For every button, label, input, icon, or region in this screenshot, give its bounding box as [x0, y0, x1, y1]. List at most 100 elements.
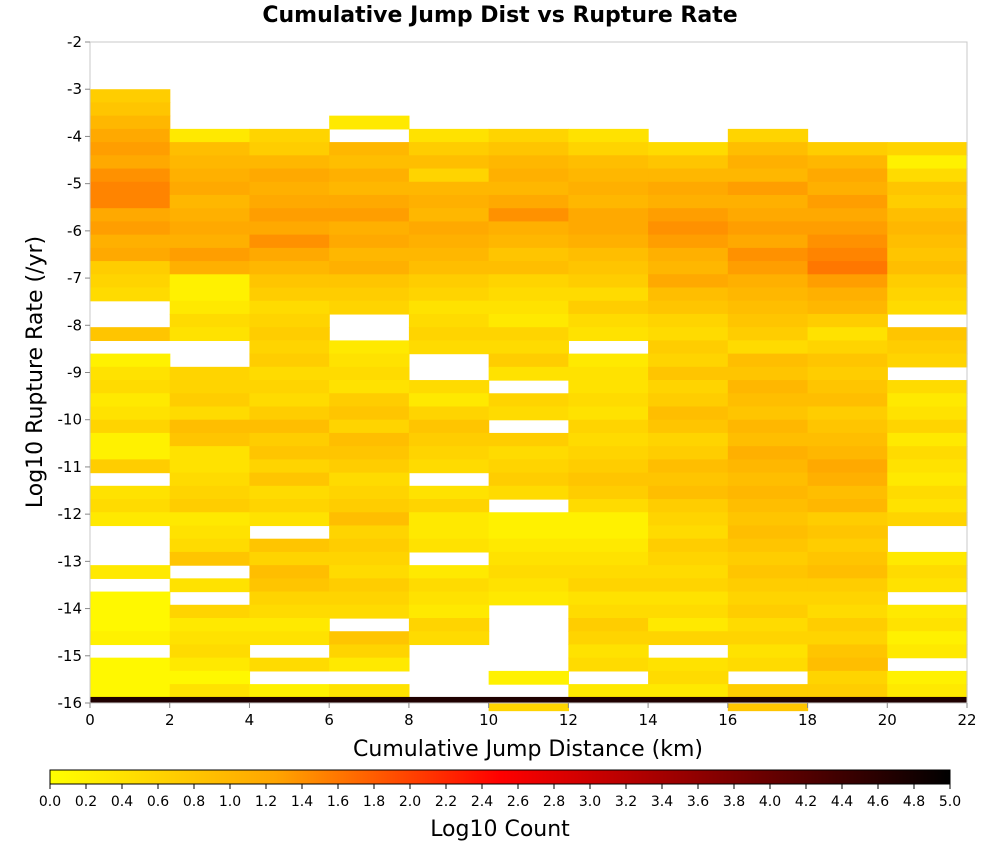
heatmap-cell	[90, 142, 171, 156]
heatmap-cell	[648, 472, 729, 487]
heatmap-cell	[329, 366, 410, 381]
heatmap-cell	[727, 287, 809, 302]
y-tick-label: -5	[67, 175, 82, 193]
heatmap-cell	[249, 499, 330, 513]
heatmap-cell	[887, 380, 968, 394]
heatmap-cell	[648, 604, 729, 619]
heatmap-cell	[648, 261, 729, 275]
heatmap-cell	[488, 274, 569, 289]
x-tick-label: 10	[479, 711, 498, 729]
heatmap-cell	[807, 670, 888, 685]
heatmap-cell	[90, 353, 171, 368]
y-tick-label: -15	[58, 647, 83, 665]
heatmap-cell	[568, 406, 649, 421]
heatmap-cell	[408, 300, 490, 315]
heatmap-cell	[887, 472, 968, 487]
heatmap-cell	[169, 578, 251, 593]
y-tick-label: -14	[58, 600, 83, 618]
heatmap-cell	[807, 353, 888, 368]
heatmap-cell	[169, 168, 251, 183]
heatmap-cell	[568, 234, 649, 249]
heatmap-cell	[488, 261, 569, 275]
heatmap-cell	[408, 485, 490, 500]
x-tick-label: 22	[957, 711, 976, 729]
heatmap-cell	[249, 406, 330, 421]
heatmap-cell	[329, 499, 410, 513]
heatmap-cell	[648, 565, 729, 579]
heatmap-cell	[329, 644, 410, 659]
heatmap-cell	[408, 591, 490, 606]
y-tick-label: -9	[67, 364, 82, 382]
colorbar-tick-label: 3.2	[615, 794, 637, 810]
heatmap-cell	[568, 313, 649, 328]
heatmap-cell-bottom-row	[90, 696, 967, 703]
colorbar-tick-label: 0.0	[39, 794, 61, 810]
heatmap-cell	[329, 538, 410, 553]
heatmap-cell	[169, 644, 251, 659]
heatmap-cell	[408, 432, 490, 447]
heatmap-cell	[90, 499, 171, 513]
y-tick-label: -7	[67, 269, 82, 287]
heatmap-cell	[488, 591, 569, 606]
heatmap-cell	[727, 551, 809, 566]
heatmap-cell	[727, 247, 809, 262]
heatmap-cell	[648, 168, 729, 183]
heatmap-cell	[887, 578, 968, 593]
heatmap-cell	[249, 261, 330, 275]
heatmap-cell	[249, 432, 330, 447]
heatmap-cell	[90, 247, 171, 262]
heatmap-cell	[727, 472, 809, 487]
y-tick-label: -3	[67, 80, 82, 98]
heatmap-cell	[329, 274, 410, 289]
heatmap-cell	[169, 604, 251, 619]
colorbar-tick-label: 2.4	[471, 794, 493, 810]
heatmap-cell	[329, 380, 410, 394]
heatmap-cell	[648, 380, 729, 394]
heatmap-cell	[727, 340, 809, 355]
heatmap-cell	[568, 247, 649, 262]
heatmap-cell	[727, 380, 809, 394]
y-axis: -2 -3 -4 -5 -6 -7 -8 -9 -10 -11 -12 -13 -14 -15 -16	[58, 33, 90, 712]
heatmap-cell	[329, 261, 410, 275]
heatmap-cell	[727, 313, 809, 328]
colorbar-tick-label: 2.2	[435, 794, 457, 810]
heatmap-cell	[169, 406, 251, 421]
heatmap-cell	[90, 274, 171, 289]
heatmap-cell	[807, 604, 888, 619]
heatmap-cell	[169, 261, 251, 275]
heatmap-cell	[488, 578, 569, 593]
heatmap-cell	[488, 565, 569, 579]
heatmap-cell	[488, 300, 569, 315]
heatmap-cell	[329, 525, 410, 540]
heatmap-cell	[568, 142, 649, 156]
heatmap-cell	[887, 340, 968, 355]
heatmap-cell	[568, 208, 649, 223]
heatmap-cell	[90, 657, 171, 672]
heatmap-cell	[648, 221, 729, 236]
heatmap-cell	[408, 181, 490, 196]
heatmap-cell	[408, 327, 490, 341]
heatmap-cell	[887, 208, 968, 223]
heatmap-cell	[90, 234, 171, 249]
heatmap-cell	[329, 168, 410, 183]
heatmap-cell	[90, 419, 171, 434]
heatmap-cell	[807, 432, 888, 447]
heatmap-cell	[887, 287, 968, 302]
heatmap-cell	[887, 459, 968, 474]
heatmap-cell	[887, 499, 968, 513]
heatmap-cell	[488, 538, 569, 553]
colorbar-tick-label: 4.0	[759, 794, 781, 810]
heatmap-cell	[648, 208, 729, 223]
heatmap-cell	[887, 168, 968, 183]
heatmap-cell	[488, 327, 569, 341]
heatmap-cell	[249, 234, 330, 249]
heatmap-cell	[887, 194, 968, 209]
heatmap-cell	[568, 604, 649, 619]
heatmap-cell	[727, 155, 809, 170]
heatmap-cell	[807, 168, 888, 183]
heatmap-cell	[568, 551, 649, 566]
heatmap-cell	[727, 234, 809, 249]
heatmap-cell	[568, 300, 649, 315]
heatmap-cell	[90, 406, 171, 421]
heatmap-cell	[568, 657, 649, 672]
